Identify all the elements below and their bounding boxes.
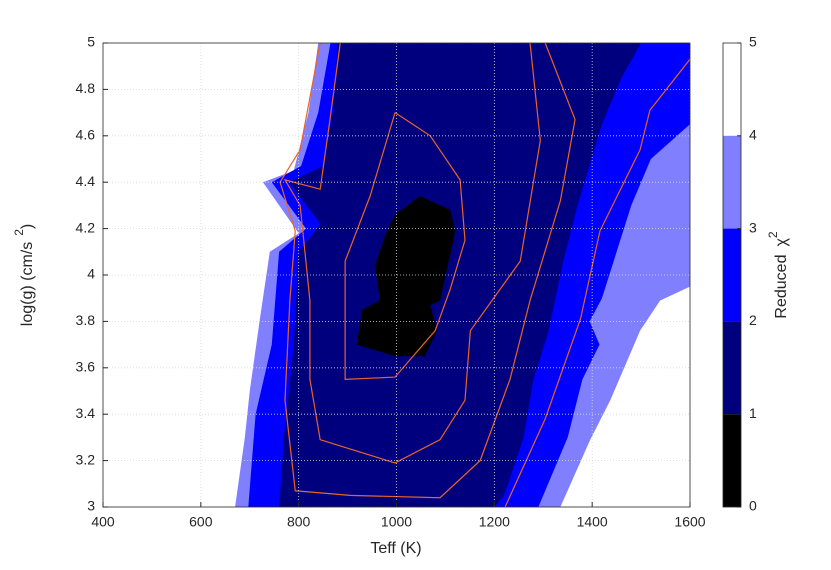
colorbar-tick-label: 0 xyxy=(749,498,757,514)
colorbar-band xyxy=(723,321,741,415)
x-tick-label: 1000 xyxy=(381,514,412,530)
colorbar-tick-label: 1 xyxy=(749,405,757,421)
colorbar-band xyxy=(723,414,741,507)
contour-line xyxy=(504,58,690,507)
contour-line xyxy=(344,112,466,381)
y-axis-label-sup: 2 xyxy=(12,229,26,236)
x-tick-label: 1400 xyxy=(577,514,608,530)
colorbar-tick-label: 5 xyxy=(749,34,757,50)
colorbar-frame xyxy=(722,42,742,508)
y-tick-label: 4.8 xyxy=(76,80,96,96)
y-axis-label-text: log(g) (cm/s xyxy=(19,242,36,326)
colorbar-band xyxy=(723,228,741,322)
colorbar-band xyxy=(723,43,741,136)
colorbar-label-sup: 2 xyxy=(766,231,780,238)
colorbar-label-symbol: χ xyxy=(773,238,790,247)
x-tick-label: 600 xyxy=(189,514,213,530)
x-tick-label: 1200 xyxy=(479,514,510,530)
y-tick-label: 4.2 xyxy=(76,219,96,235)
colorbar-tick-label: 2 xyxy=(749,312,757,328)
y-tick-label: 3.2 xyxy=(76,451,96,467)
y-tick-label: 4.4 xyxy=(76,173,96,189)
y-axis-label-end: ) xyxy=(19,224,36,229)
colorbar-tick-label: 3 xyxy=(749,219,757,235)
y-tick-label: 3 xyxy=(87,498,95,514)
y-tick-label: 4.6 xyxy=(76,127,96,143)
x-axis-label: Teff (K) xyxy=(370,540,421,557)
axes-frame xyxy=(102,42,691,508)
colorbar-label-text: Reduced xyxy=(773,255,790,319)
contour-line xyxy=(283,43,541,464)
colorbar-band xyxy=(723,135,741,229)
x-tick-label: 800 xyxy=(287,514,311,530)
y-tick-label: 4 xyxy=(87,266,95,282)
y-tick-label: 3.6 xyxy=(76,359,96,375)
x-tick-label: 400 xyxy=(91,514,115,530)
colorbar-tick-label: 4 xyxy=(749,127,757,143)
colorbar-label: Reduced χ2 xyxy=(766,231,790,318)
y-tick-label: 3.4 xyxy=(76,405,96,421)
y-tick-label: 5 xyxy=(87,34,95,50)
y-tick-label: 3.8 xyxy=(76,312,96,328)
contour-line xyxy=(279,43,576,499)
contour-fill xyxy=(356,196,456,357)
x-tick-label: 1600 xyxy=(674,514,705,530)
y-axis-label: log(g) (cm/s 2) xyxy=(12,224,36,326)
axes: 0 1 2 3 4 5 400 600 800 1000 1200 1400 1600 3 3.2 3.4 3.… xyxy=(76,34,757,530)
